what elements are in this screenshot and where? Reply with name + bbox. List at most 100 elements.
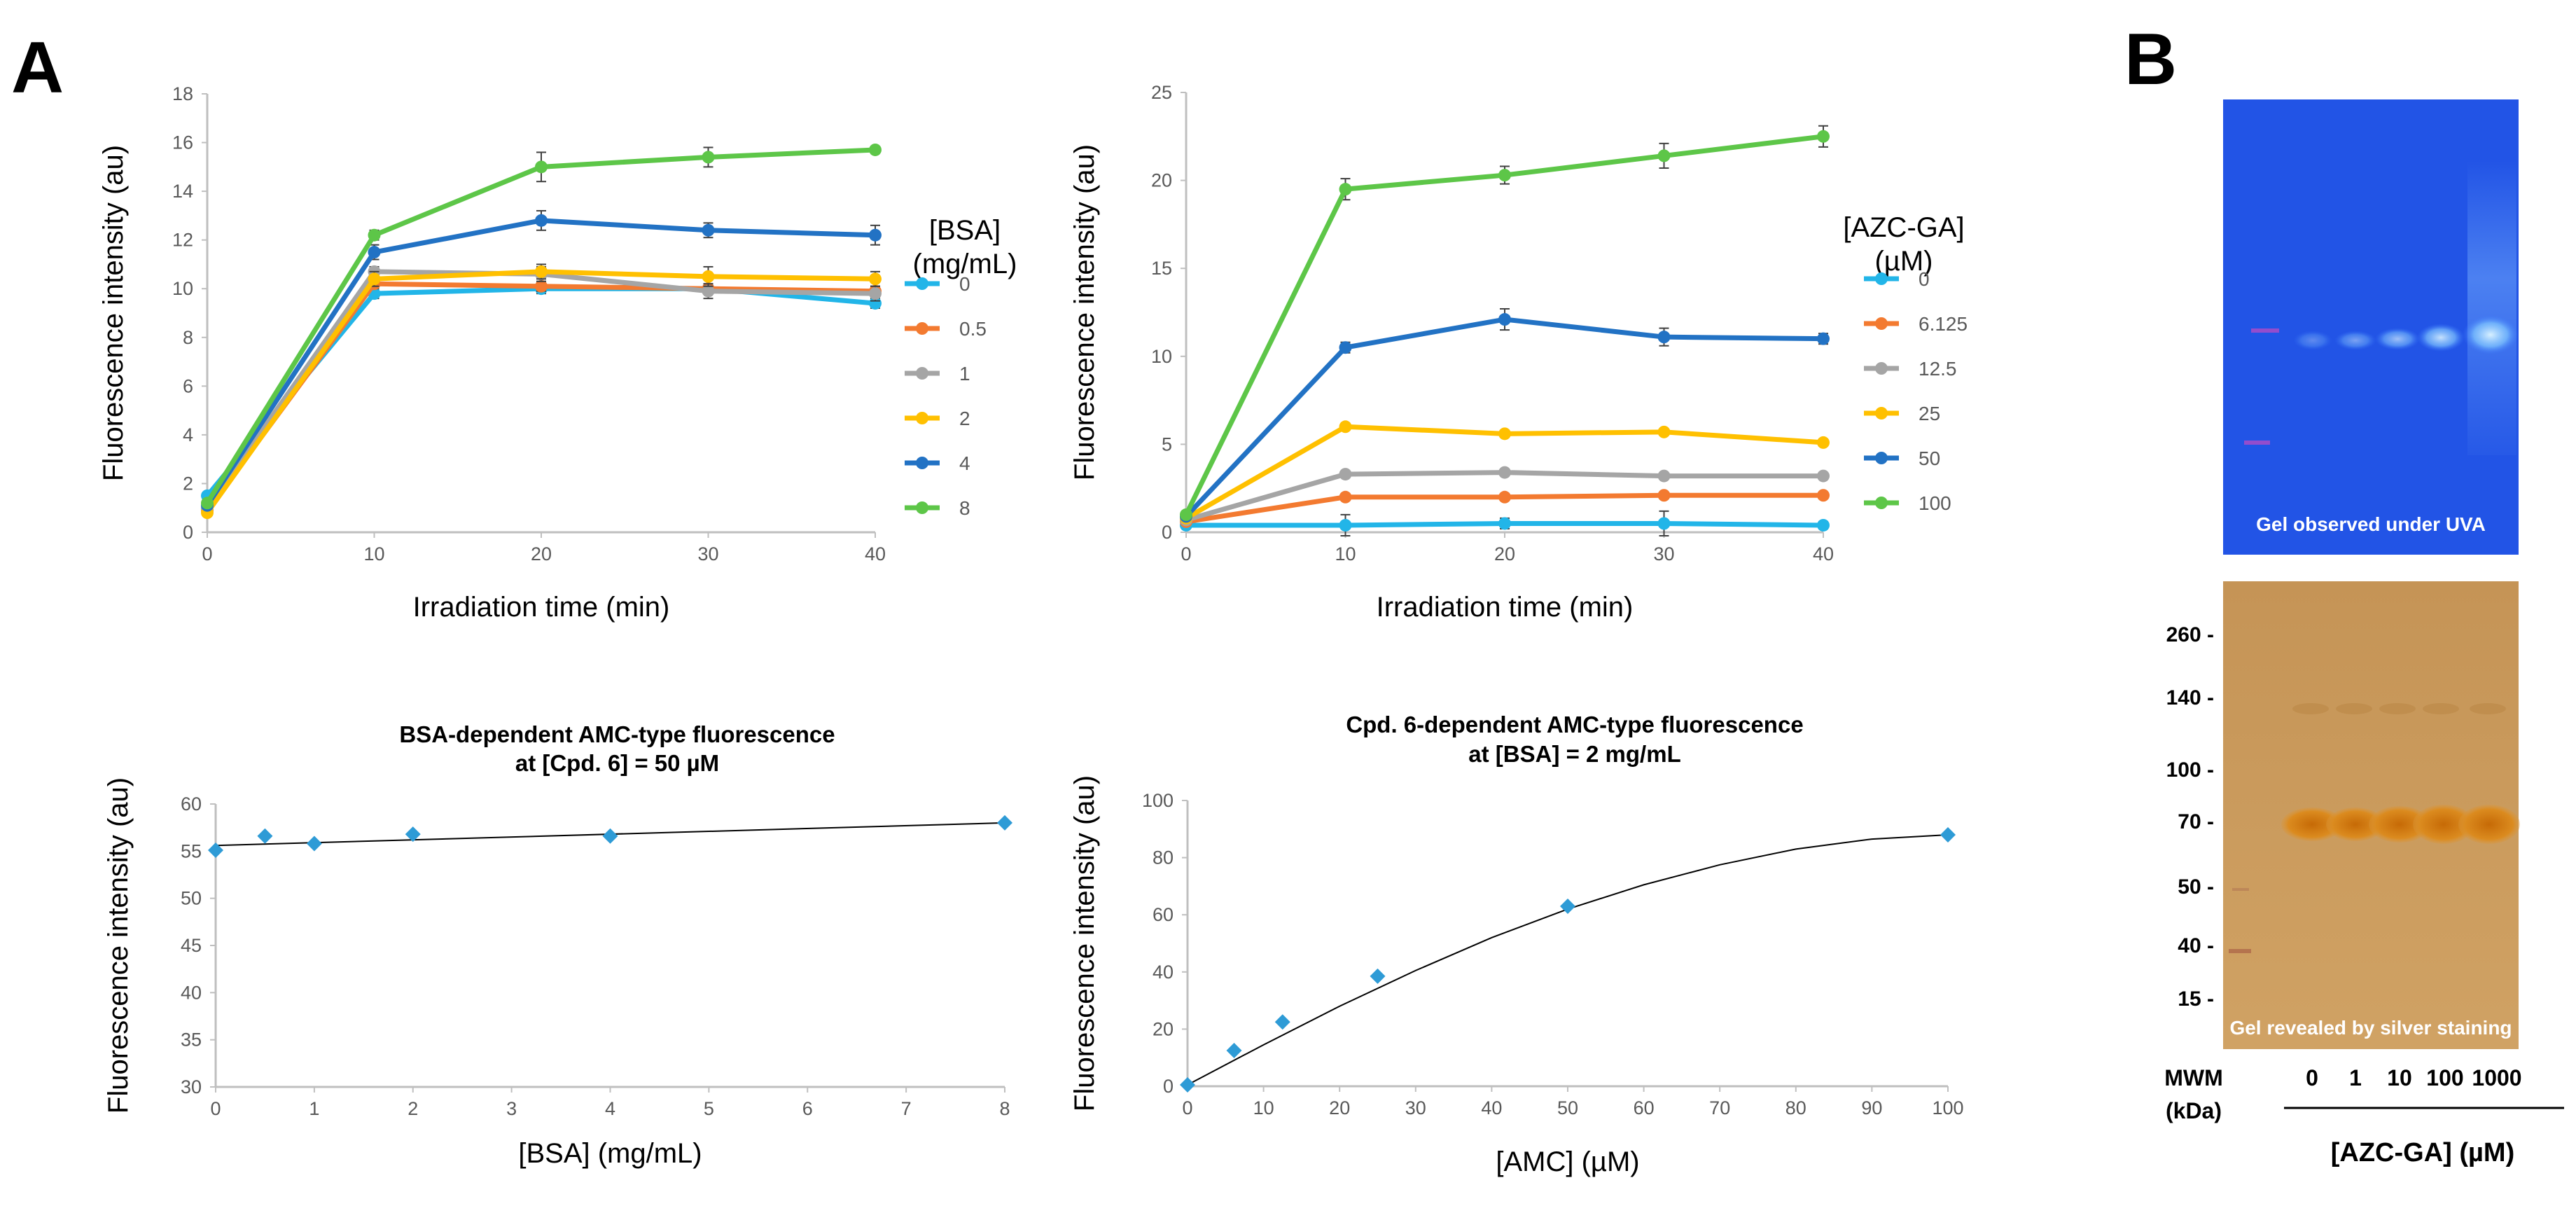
y-tick-label: 14 <box>172 181 193 202</box>
legend-label: 8 <box>959 497 970 519</box>
series-2 <box>201 263 882 520</box>
y-tick-label: 100 <box>1142 790 1174 811</box>
x-tick-label: 30 <box>1405 1097 1426 1118</box>
x-tick-label: 20 <box>1329 1097 1350 1118</box>
data-point <box>1817 332 1830 345</box>
legend-label: 25 <box>1919 403 1940 424</box>
x-tick-label: 3 <box>506 1098 517 1119</box>
x-tick-label: 0 <box>202 543 212 564</box>
uva-band-lane-1 <box>2334 331 2376 350</box>
legend-swatch-marker <box>916 457 928 469</box>
x-tick-label: 5 <box>704 1098 714 1119</box>
data-point <box>1817 489 1830 502</box>
legend-swatch-marker <box>1875 317 1888 330</box>
series-line <box>205 269 876 515</box>
gel-lane-axis: MWM (kDa) 0 1 10 100 1000 [AZC-GA] (µM) <box>2164 1065 2564 1167</box>
y-tick-label: 60 <box>181 793 202 815</box>
lane-label-2: 10 <box>2387 1065 2412 1090</box>
y-tick-label: 6 <box>183 375 193 396</box>
data-point <box>1657 425 1671 438</box>
silver-band-lane-1 <box>2326 807 2385 841</box>
y-tick-label: 80 <box>1153 847 1174 868</box>
data-point <box>208 842 223 858</box>
y-tick-label: 30 <box>181 1076 202 1097</box>
y-tick-label: 10 <box>1151 346 1172 367</box>
data-point <box>1560 898 1575 914</box>
lane-label-4: 1000 <box>2472 1065 2521 1090</box>
y-tick-label: 35 <box>181 1030 202 1051</box>
x-tick-label: 40 <box>865 543 886 564</box>
data-point <box>1370 968 1386 984</box>
y-tick-label: 60 <box>1153 904 1174 925</box>
y-tick-label: 10 <box>172 278 193 299</box>
legend-swatch-marker <box>916 501 928 514</box>
uva-band-lane-3 <box>2417 324 2465 352</box>
silver-gel: Gel revealed by silver staining <box>2223 581 2520 1049</box>
series-0.5 <box>201 277 882 517</box>
data-point <box>1180 508 1192 521</box>
data-point <box>1940 826 1956 843</box>
data-point <box>1817 130 1830 143</box>
lane-label-0: 0 <box>2306 1065 2318 1090</box>
data-point <box>535 160 548 174</box>
legend-swatch-marker <box>916 322 928 335</box>
x-tick-label: 10 <box>363 543 384 564</box>
data-point <box>1274 1014 1290 1030</box>
mw-label-50: 50 - <box>2178 875 2214 899</box>
silver-caption: Gel revealed by silver staining <box>2229 1017 2512 1039</box>
data-point <box>1657 517 1671 530</box>
mwm-label: MWM <box>2164 1065 2223 1090</box>
data-point <box>1339 183 1352 196</box>
x-tick-label: 50 <box>1557 1097 1578 1118</box>
legend-title: [BSA] <box>929 215 1001 246</box>
x-tick-label: 70 <box>1709 1097 1730 1118</box>
chart-title-line: BSA-dependent AMC-type fluorescence <box>399 721 835 747</box>
uva-smear-lane-4 <box>2467 161 2516 455</box>
uva-band-lane-2 <box>2375 328 2420 350</box>
y-tick-label: 20 <box>1153 1018 1174 1039</box>
chart-title-line: at [BSA] = 2 mg/mL <box>1468 741 1680 767</box>
y-tick-label: 0 <box>183 522 193 543</box>
panel-letter-b: B <box>2124 19 2177 100</box>
x-tick-label: 4 <box>605 1098 615 1119</box>
data-point <box>1657 149 1671 162</box>
data-point <box>869 297 882 310</box>
y-tick-label: 2 <box>183 473 193 494</box>
x-tick-label: 60 <box>1634 1097 1655 1118</box>
x-tick-label: 40 <box>1481 1097 1502 1118</box>
uva-band-lane-4 <box>2463 315 2519 354</box>
data-point <box>869 272 882 286</box>
data-point <box>535 214 548 227</box>
y-tick-label: 18 <box>172 83 193 104</box>
data-point <box>1339 468 1352 481</box>
chart-cpd6-dependent: 0 20 40 60 80 100 0 10 20 30 40 50 60 70 80 90 100 [AMC] … <box>1069 712 1964 1177</box>
data-point <box>602 828 618 844</box>
y-tick-label: 4 <box>183 424 193 445</box>
legend: [AZC-GA](µM)0 6.125 12.5 25 50 100 <box>1843 212 1968 514</box>
lane-axis-title: [AZC-GA] (µM) <box>2331 1138 2514 1167</box>
data-point <box>368 246 381 259</box>
y-axis-title: Fluorescence intensity (au) <box>1069 775 1100 1111</box>
panel-letter-a: A <box>11 27 64 109</box>
y-tick-label: 8 <box>183 327 193 348</box>
y-tick-label: 0 <box>1162 522 1172 543</box>
legend-swatch-marker <box>916 367 928 380</box>
data-point <box>1498 466 1511 479</box>
silver-band-lane-4 <box>2458 805 2520 844</box>
y-tick-label: 50 <box>181 888 202 909</box>
mw-label-100: 100 - <box>2166 758 2214 782</box>
data-point <box>1339 420 1352 434</box>
legend-swatch-marker <box>1875 407 1888 420</box>
y-tick-label: 20 <box>1151 170 1172 191</box>
x-tick-label: 40 <box>1813 543 1834 564</box>
series-50 <box>1180 307 1830 523</box>
series-line <box>205 281 876 512</box>
legend-swatch-marker <box>1875 497 1888 509</box>
series-line <box>205 269 876 510</box>
series-12.5 <box>1180 466 1830 527</box>
legend-label: 4 <box>959 452 970 474</box>
x-tick-label: 7 <box>901 1098 912 1119</box>
silver-faint-band-3 <box>2423 703 2459 714</box>
series-8 <box>201 143 882 510</box>
